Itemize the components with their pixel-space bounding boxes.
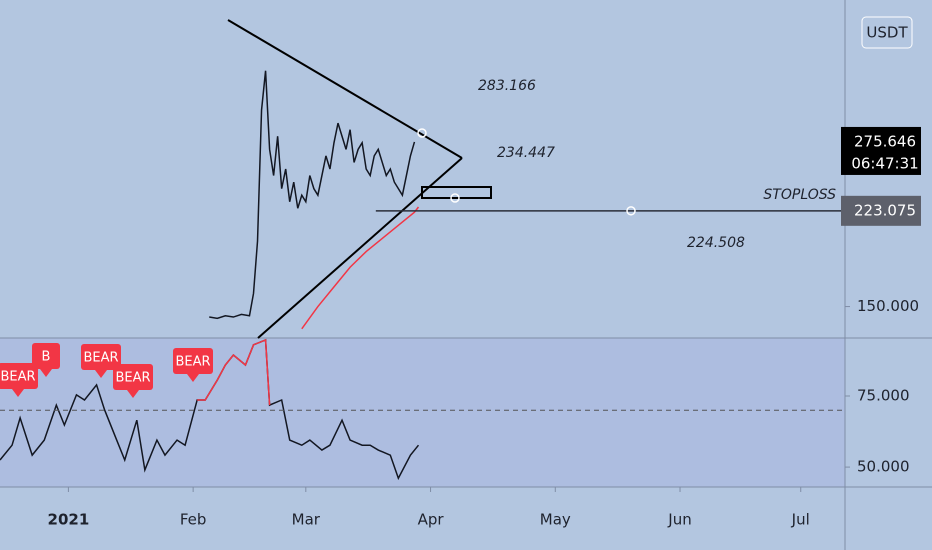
annotation: 224.508 <box>687 235 745 251</box>
signal-pointer <box>12 389 24 397</box>
line-rsi-overbought <box>197 338 271 406</box>
stoploss-price: 223.075 <box>854 201 916 219</box>
annotation: 234.447 <box>497 145 555 161</box>
signal-bubble <box>113 364 153 390</box>
x-tick-label: Jul <box>791 511 810 529</box>
handle <box>450 193 460 203</box>
x-tick-label: Feb <box>180 511 207 529</box>
signal-bubble <box>81 344 121 370</box>
signal-pointer <box>95 370 107 378</box>
x-tick-label: Mar <box>292 511 321 529</box>
y-tick-label: 75.000 <box>857 387 910 405</box>
signal-label: BEAR <box>0 370 35 385</box>
signal-pointer <box>40 369 52 377</box>
x-tick-label: May <box>540 511 571 529</box>
signal-bubble <box>0 363 38 389</box>
stoploss-label: STOPLOSS <box>763 187 836 203</box>
line-ma <box>301 206 420 330</box>
triangle-lower <box>257 157 463 339</box>
x-tick-label: 2021 <box>48 511 90 529</box>
signal-bubble <box>173 348 213 374</box>
last-price-tag <box>841 126 921 175</box>
countdown: 06:47:31 <box>851 154 918 172</box>
x-tick-label: Apr <box>418 511 445 529</box>
signal-label: B <box>42 350 51 365</box>
signal-label: BEAR <box>83 351 118 366</box>
currency[interactable]: USDT <box>866 24 908 42</box>
y-tick-label: 150.000 <box>857 297 919 315</box>
line-price <box>209 70 416 320</box>
triangle-upper <box>227 19 463 159</box>
y-tick-label: 50.000 <box>857 458 910 476</box>
stoploss-tag <box>841 195 921 226</box>
annotation: 283.166 <box>478 78 536 94</box>
zone-box <box>421 186 492 199</box>
handle <box>626 206 636 216</box>
signal-label: BEAR <box>115 371 150 386</box>
last-price: 275.646 <box>854 132 916 150</box>
handle <box>417 128 427 138</box>
signal-label: BEAR <box>175 355 210 370</box>
x-tick-label: Jun <box>667 511 691 529</box>
signal-pointer <box>187 374 199 382</box>
signal-bubble <box>32 343 60 369</box>
signal-pointer <box>127 390 139 398</box>
rsi-band <box>0 338 845 487</box>
currency-box[interactable] <box>861 16 913 49</box>
